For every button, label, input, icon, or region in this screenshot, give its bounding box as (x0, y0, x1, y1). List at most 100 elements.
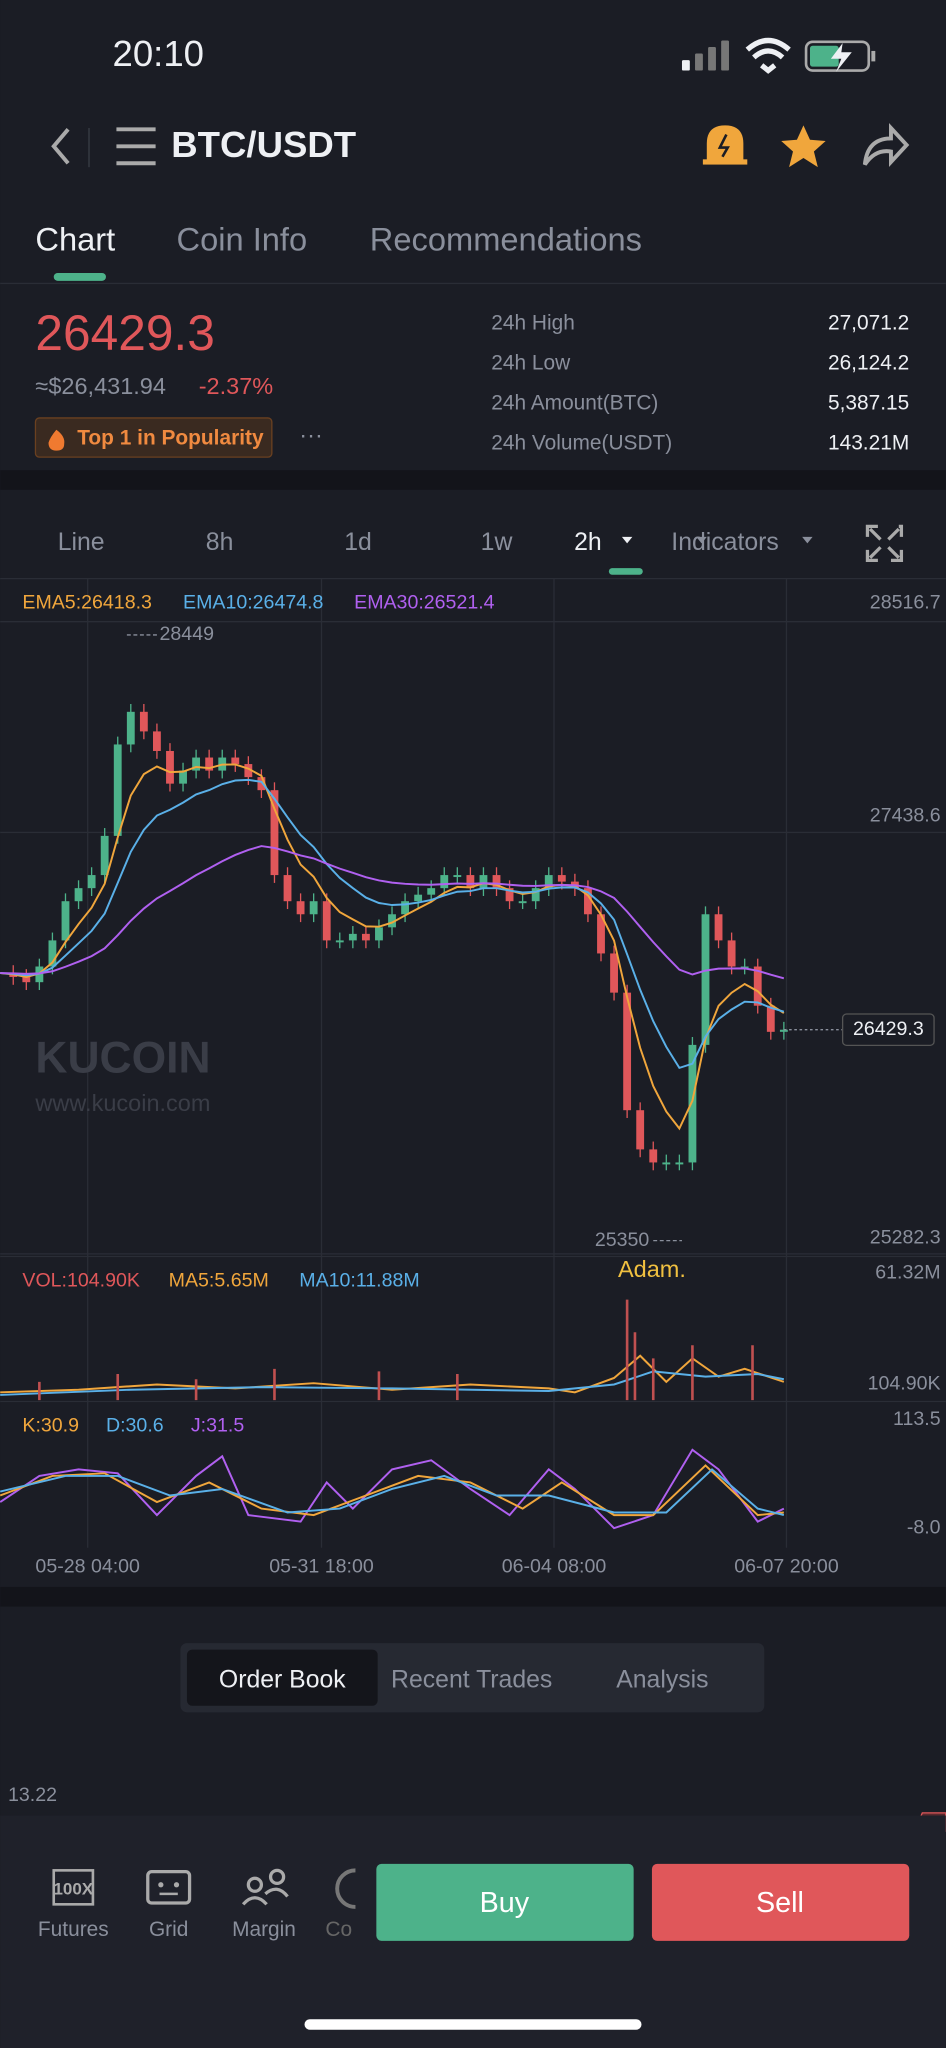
sell-button[interactable] (651, 1863, 910, 1941)
tab[interactable]: Recommendations (370, 220, 642, 257)
current-price-box (841, 1013, 935, 1047)
candle (597, 914, 605, 954)
candle (518, 901, 527, 904)
kdj-legend: K:30.9 (22, 1414, 79, 1436)
interval[interactable]: 8h (206, 529, 234, 556)
candle (283, 875, 292, 902)
candle (401, 901, 409, 915)
buy-label: Buy (480, 1887, 530, 1919)
candle (649, 1149, 658, 1163)
watermark-url: www.kucoin.com (34, 1090, 210, 1116)
segment[interactable]: Order Book (219, 1667, 346, 1694)
interval[interactable]: 1w (481, 529, 513, 556)
nav-label[interactable]: Margin (232, 1918, 296, 1941)
candle (623, 992, 632, 1111)
kdj-axis: 113.5 (893, 1408, 941, 1430)
stat-label: 24h Low (491, 352, 571, 375)
ema-line (0, 845, 785, 980)
favorite-icon[interactable] (781, 125, 826, 168)
grid-icon[interactable] (146, 1870, 192, 1905)
candle (153, 731, 161, 751)
y-tick-label: 28516.7 (870, 592, 941, 614)
nav-label[interactable]: Grid (149, 1918, 188, 1941)
candle (531, 888, 540, 902)
stat-value: 143.21M (828, 432, 909, 455)
badge-text: Top 1 in Popularity (77, 426, 264, 449)
segment-selected (186, 1649, 378, 1706)
margin-icon[interactable] (241, 1868, 289, 1906)
futures-icon[interactable]: 100X (52, 1869, 95, 1906)
candle (309, 901, 318, 915)
y-tick-label: 27438.6 (870, 804, 941, 826)
nav-label[interactable]: Futures (38, 1918, 109, 1941)
candle (610, 953, 618, 993)
interval[interactable]: Indicators (671, 529, 779, 556)
volume-axis: 61.32M (875, 1262, 940, 1284)
volume-legend: VOL:104.90K (22, 1269, 140, 1291)
kdj-line (0, 1448, 785, 1530)
current-price-label: 26429.3 (853, 1018, 924, 1040)
stat-label: 24h Amount(BTC) (491, 392, 658, 415)
candle (688, 1044, 697, 1163)
price-chart: 28516.7 27438.6 25282.3 28449 25350 26429.3 (0, 592, 946, 1255)
interval[interactable]: Line (58, 529, 105, 556)
candle (322, 901, 331, 941)
alert-icon[interactable] (702, 125, 748, 165)
badge[interactable] (34, 417, 273, 458)
candle (766, 1005, 775, 1032)
candle (505, 888, 514, 902)
candle (192, 757, 201, 771)
kdj-axis: -8.0 (907, 1516, 941, 1538)
pair-title: BTC/USDT (171, 124, 356, 165)
candle (113, 744, 122, 836)
fullscreen-icon[interactable] (865, 524, 904, 562)
candle (61, 901, 70, 941)
tab[interactable]: Chart (35, 220, 115, 257)
interval[interactable]: 1d (344, 529, 372, 556)
interval-bar: Line 8h 1d 1w 2h Indicators (58, 529, 779, 556)
nav-icon[interactable] (335, 1868, 356, 1909)
stat-label: 24h High (491, 311, 575, 334)
interval-indicator (608, 568, 643, 575)
ema-legend: EMA5:26418.3 (22, 592, 152, 614)
x-tick-label: 06-07 20:00 (734, 1556, 839, 1578)
candle (557, 875, 566, 882)
back-button[interactable] (51, 128, 70, 165)
candle (296, 901, 305, 915)
section-gap (0, 470, 946, 490)
price-change: -2.37% (199, 373, 274, 399)
kdj-line (0, 1468, 785, 1517)
ema-line (0, 778, 785, 1070)
candle (675, 1162, 684, 1165)
status-time: 20:10 (113, 33, 205, 74)
interval[interactable]: 2h (574, 529, 602, 556)
candle (584, 888, 592, 915)
segment[interactable]: Recent Trades (391, 1667, 552, 1694)
candle (361, 933, 370, 941)
sell-label: Sell (756, 1887, 804, 1919)
low-label: 25350 (595, 1229, 650, 1251)
candle (388, 914, 396, 928)
candle (453, 875, 462, 878)
candle (714, 914, 723, 941)
volume-legend: MA10:11.88M (299, 1269, 419, 1291)
nav-label[interactable]: Co (325, 1918, 352, 1941)
stat-label: 24h Volume(USDT) (491, 432, 672, 455)
candle (544, 875, 553, 889)
candle (22, 976, 31, 983)
stats: 24h High 27,071.2 24h Low 26,124.2 24h Amoun… (491, 311, 909, 454)
candle (179, 770, 187, 784)
tab[interactable]: Coin Info (177, 220, 308, 257)
dropdown-arrow (621, 536, 633, 544)
segment[interactable]: Analysis (616, 1667, 708, 1694)
more-button[interactable]: ··· (299, 421, 322, 447)
menu-icon[interactable] (116, 127, 156, 166)
candle (701, 914, 710, 1045)
candle (479, 875, 488, 889)
share-icon[interactable] (862, 122, 910, 167)
buy-button[interactable] (376, 1863, 634, 1941)
candle (779, 1029, 788, 1032)
svg-text:100X: 100X (54, 1879, 94, 1898)
